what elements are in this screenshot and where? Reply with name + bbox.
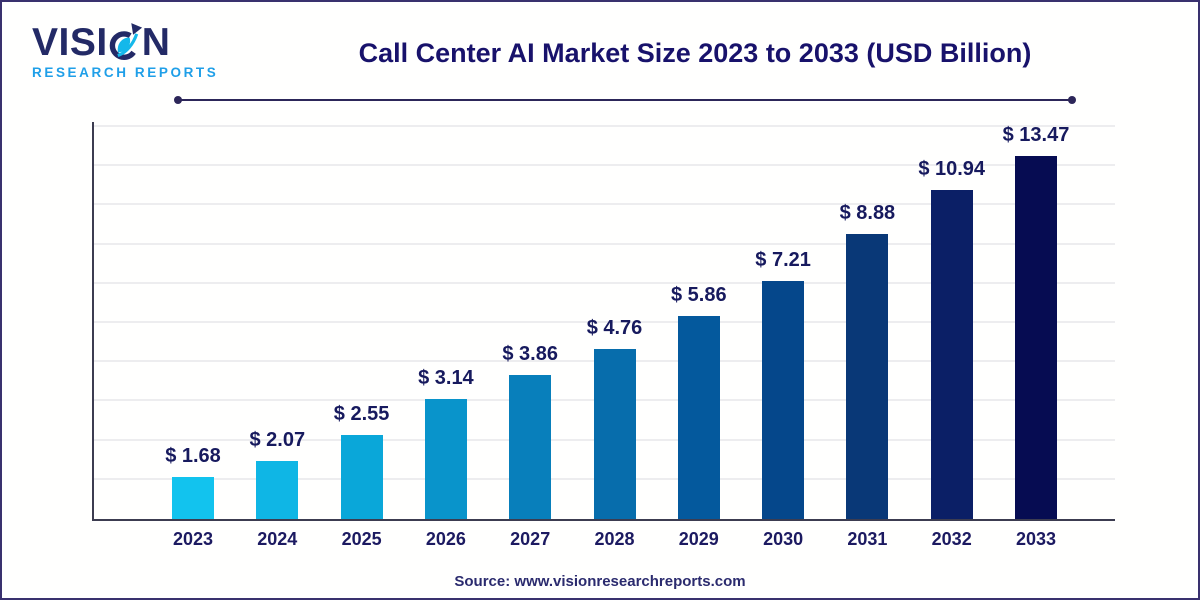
- brand-text-post: N: [141, 20, 171, 64]
- bar: [424, 399, 467, 519]
- bar-group: $ 13.47 2033: [991, 122, 1081, 549]
- gridline: [94, 125, 1115, 127]
- source-note: Source: www.visionresearchreports.com: [454, 573, 746, 590]
- bar: [846, 234, 889, 519]
- x-axis-category-label: 2031: [847, 529, 888, 549]
- brand-subtitle: RESEARCH REPORTS: [32, 65, 219, 80]
- title-underline: [174, 96, 1076, 104]
- underline-dot-right: [1068, 96, 1076, 104]
- bar: [256, 461, 299, 519]
- x-axis-category-label: 2029: [678, 529, 719, 549]
- x-axis-category-label: 2030: [763, 529, 804, 549]
- gridline: [94, 164, 1115, 167]
- bar-group: $ 2.55 2025: [317, 122, 407, 549]
- gridline: [94, 242, 1115, 245]
- bar-value-label: $ 8.88: [839, 202, 896, 224]
- bar: [509, 375, 552, 519]
- bar: [762, 281, 805, 519]
- bar-group: $ 2.07 2024: [232, 122, 322, 549]
- brand-wordmark: VISI N: [32, 22, 218, 62]
- bar-group: $ 10.94 2032: [907, 122, 997, 549]
- bar-group: $ 4.76 2028: [570, 122, 660, 549]
- bar-value-label: $ 1.68: [165, 445, 221, 467]
- bar: [1015, 156, 1057, 519]
- bar-group: $ 1.68 2023: [148, 122, 238, 549]
- x-axis-category-label: 2025: [341, 529, 382, 549]
- bar-value-label: $ 5.86: [670, 284, 727, 306]
- bar-group: $ 5.86 2029: [654, 122, 744, 549]
- bar-value-label: $ 2.55: [333, 403, 390, 425]
- brand-text-pre: VISI: [32, 20, 108, 64]
- bar-value-label: $ 7.21: [755, 249, 811, 271]
- gridline: [94, 281, 1115, 284]
- bar-group: $ 7.21 2030: [738, 122, 828, 549]
- underline-dot-left: [174, 96, 182, 104]
- gridline: [94, 203, 1115, 206]
- logo-leaf-o-icon: [109, 23, 142, 60]
- bar: [340, 435, 383, 519]
- bar-value-label: $ 4.76: [586, 317, 643, 339]
- bar-group: $ 3.14 2026: [401, 122, 491, 549]
- bar: [930, 190, 973, 519]
- x-axis-category-label: 2023: [172, 529, 214, 549]
- bar-chart: $ 1.68 2023 $ 2.07 2024 $ 2.55 2025 $ 3.14 2026…: [92, 122, 1115, 549]
- x-axis-category-label: 2026: [425, 529, 466, 549]
- bar: [593, 349, 636, 519]
- bar-value-label: $ 3.86: [502, 343, 558, 365]
- bar-group: $ 3.86 2027: [485, 122, 575, 549]
- bar-group: $ 8.88 2031: [822, 122, 912, 549]
- bar-value-label: $ 3.14: [418, 367, 474, 389]
- x-axis-category-label: 2027: [510, 529, 551, 549]
- bar-value-label: $ 2.07: [249, 429, 306, 451]
- bar: [172, 477, 214, 519]
- bar: [677, 316, 720, 519]
- bar-value-label: $ 10.94: [918, 158, 986, 180]
- x-axis-category-label: 2028: [594, 529, 635, 549]
- x-axis-category-label: 2032: [931, 529, 972, 549]
- x-axis-category-label: 2024: [257, 529, 298, 549]
- chart-title: Call Center AI Market Size 2023 to 2033 …: [358, 38, 1032, 68]
- gridline: [94, 321, 1115, 323]
- x-axis-category-label: 2033: [1015, 529, 1057, 549]
- bar-value-label: $ 13.47: [1002, 124, 1070, 146]
- brand-logo: VISI N RESEARCH REPORTS: [32, 22, 219, 81]
